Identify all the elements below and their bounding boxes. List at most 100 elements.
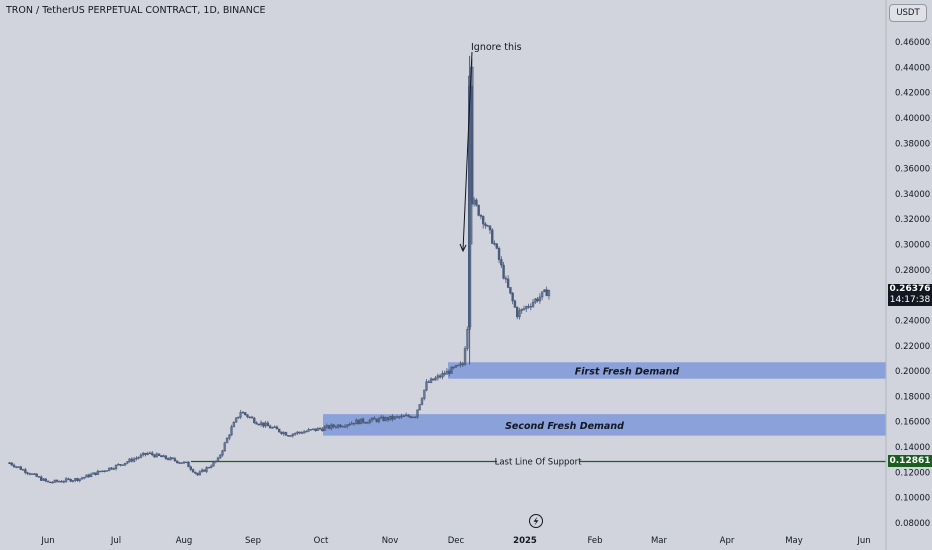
candle bbox=[436, 373, 440, 381]
x-tick-label: Aug bbox=[176, 536, 193, 546]
lightning-icon[interactable] bbox=[529, 514, 543, 528]
candle bbox=[58, 480, 61, 483]
candle bbox=[334, 424, 338, 429]
candle bbox=[511, 291, 514, 305]
candle bbox=[382, 415, 385, 422]
candle bbox=[420, 397, 424, 406]
candle bbox=[117, 463, 120, 466]
candle bbox=[205, 466, 208, 474]
support-line-group: Last Line Of Support bbox=[191, 455, 886, 468]
candle bbox=[223, 441, 226, 452]
candle bbox=[538, 293, 542, 304]
candle bbox=[94, 472, 97, 476]
candle bbox=[327, 424, 331, 430]
candle bbox=[87, 473, 91, 479]
candle bbox=[17, 466, 20, 468]
annotation-group: Ignore this bbox=[459, 42, 522, 253]
y-tick-label: 0.12000 bbox=[895, 468, 930, 478]
candle bbox=[191, 468, 195, 473]
candle bbox=[198, 470, 202, 476]
arrow-head-icon bbox=[459, 243, 467, 253]
candle bbox=[330, 423, 333, 431]
candle bbox=[228, 434, 231, 441]
candle bbox=[534, 297, 537, 304]
candle bbox=[348, 422, 351, 427]
countdown-tag: 14:17:38 bbox=[888, 295, 932, 307]
y-tick-label: 0.22000 bbox=[895, 342, 930, 352]
candle bbox=[318, 427, 322, 431]
candle bbox=[506, 275, 510, 289]
demand-zone-label: First Fresh Demand bbox=[575, 366, 680, 377]
candle bbox=[203, 469, 206, 472]
candle bbox=[67, 477, 70, 481]
candle bbox=[497, 246, 501, 264]
candle bbox=[268, 424, 272, 429]
candle bbox=[69, 478, 72, 483]
y-tick-label: 0.20000 bbox=[895, 367, 930, 377]
candle bbox=[196, 472, 199, 477]
candle bbox=[26, 471, 29, 476]
candle bbox=[255, 421, 258, 425]
candle bbox=[44, 478, 47, 483]
candle bbox=[264, 420, 267, 428]
candle bbox=[164, 455, 168, 460]
candle bbox=[148, 451, 152, 455]
candle bbox=[103, 470, 106, 473]
candle bbox=[504, 275, 508, 283]
demand-zone-box[interactable] bbox=[448, 362, 886, 379]
y-tick-label: 0.28000 bbox=[895, 266, 930, 276]
candle bbox=[384, 416, 387, 422]
candle bbox=[30, 473, 34, 475]
candle bbox=[173, 456, 177, 462]
candle bbox=[300, 431, 304, 435]
candle bbox=[257, 423, 260, 426]
candle bbox=[146, 451, 149, 456]
candle bbox=[336, 424, 340, 429]
candle bbox=[438, 373, 442, 379]
x-tick-label: Oct bbox=[314, 536, 329, 546]
price-axis[interactable]: 0.46000 0.44000 0.42000 0.40000 0.38000 0.360… bbox=[895, 38, 930, 529]
y-tick-label: 0.30000 bbox=[895, 241, 930, 251]
candle bbox=[296, 431, 299, 436]
candle bbox=[169, 456, 172, 461]
candle bbox=[413, 416, 417, 419]
candle bbox=[139, 453, 143, 459]
y-tick-label: 0.08000 bbox=[895, 519, 930, 529]
candle bbox=[407, 413, 410, 418]
candle bbox=[515, 306, 519, 320]
candle bbox=[98, 470, 102, 473]
candle bbox=[434, 375, 437, 381]
candle bbox=[21, 468, 25, 471]
candle bbox=[305, 430, 308, 433]
demand-zone-box[interactable] bbox=[323, 414, 886, 436]
candle bbox=[429, 377, 433, 384]
candle bbox=[128, 457, 131, 463]
candle bbox=[522, 305, 526, 311]
candle bbox=[171, 457, 174, 460]
candle bbox=[46, 480, 50, 483]
currency-selector[interactable]: USDT bbox=[889, 4, 927, 22]
candle bbox=[441, 370, 444, 380]
candle bbox=[311, 428, 315, 431]
candle bbox=[207, 466, 211, 469]
support-label-bg bbox=[497, 455, 579, 468]
candle bbox=[216, 456, 220, 462]
support-line-label: Last Line Of Support bbox=[495, 457, 582, 467]
time-axis[interactable]: Jun Jul Aug Sep Oct Nov Dec 2025 Feb Mar Apr May Jun bbox=[40, 536, 870, 546]
candle bbox=[8, 461, 11, 464]
candle bbox=[212, 460, 215, 467]
candle bbox=[520, 308, 523, 314]
y-tick-label: 0.32000 bbox=[895, 215, 930, 225]
candle bbox=[53, 479, 57, 484]
candle bbox=[151, 451, 154, 457]
candle bbox=[62, 480, 66, 484]
candles bbox=[8, 55, 551, 484]
candle bbox=[105, 470, 109, 472]
candle bbox=[234, 417, 238, 423]
x-tick-label: May bbox=[785, 536, 803, 546]
candle bbox=[547, 289, 551, 300]
candle bbox=[277, 428, 281, 433]
candle bbox=[488, 225, 492, 234]
candle bbox=[389, 415, 392, 421]
